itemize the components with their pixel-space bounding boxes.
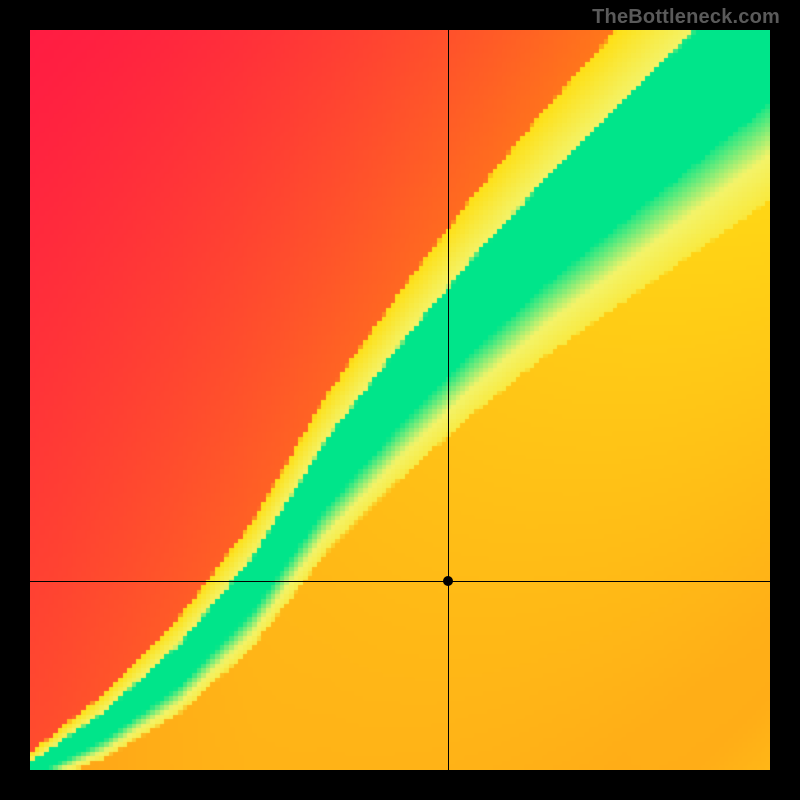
heatmap-plot xyxy=(30,30,770,770)
watermark-text: TheBottleneck.com xyxy=(592,6,780,29)
crosshair-horizontal xyxy=(30,581,770,582)
crosshair-vertical xyxy=(448,30,449,770)
heatmap-canvas xyxy=(30,30,770,770)
marker-dot xyxy=(443,576,453,586)
